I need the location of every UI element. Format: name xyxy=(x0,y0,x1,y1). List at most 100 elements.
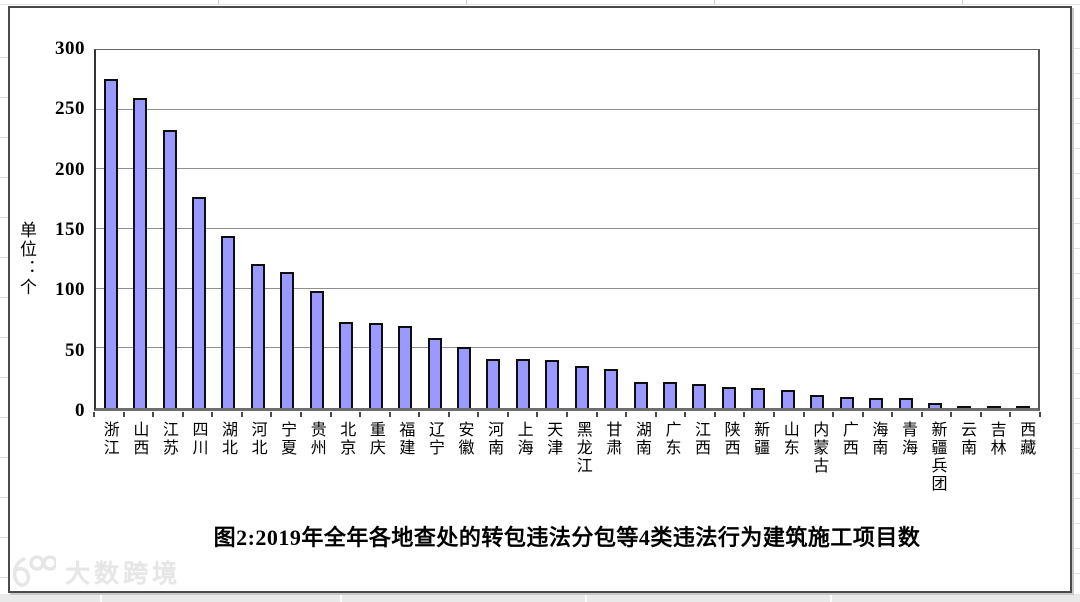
bar-cell-吉林 xyxy=(979,50,1008,408)
bar-甘肃 xyxy=(604,368,619,408)
x-category-label-湖南: 湖南 xyxy=(632,421,650,457)
bar-cell-上海 xyxy=(508,50,537,408)
x-axis-tick xyxy=(240,412,243,417)
y-tick-label-300: 300 xyxy=(55,38,85,59)
bar-cell-陕西 xyxy=(714,50,743,408)
bar-cell-四川 xyxy=(184,50,213,408)
x-category-label-山东: 山东 xyxy=(780,421,798,457)
bar-辽宁 xyxy=(427,337,442,408)
x-category-label-贵州: 贵州 xyxy=(307,421,325,457)
x-axis-tick xyxy=(506,412,509,417)
x-axis-ticks xyxy=(93,412,1041,417)
bar-cell-辽宁 xyxy=(420,50,449,408)
x-category-label-山西: 山西 xyxy=(130,421,148,457)
x-category-label-福建: 福建 xyxy=(396,421,414,457)
bar-浙江 xyxy=(103,78,118,408)
chart-title: 图2:2019年全年各地查处的转包违法分包等4类违法行为建筑施工项目数 xyxy=(213,525,921,550)
x-category-label-宁夏: 宁夏 xyxy=(278,421,296,457)
x-category-label-北京: 北京 xyxy=(337,421,355,457)
bar-江西 xyxy=(692,384,707,408)
bar-cell-湖南 xyxy=(626,50,655,408)
x-category-label-内蒙古: 内蒙古 xyxy=(810,421,828,475)
x-axis-tick xyxy=(595,412,598,417)
x-axis-tick xyxy=(743,412,746,417)
bar-宁夏 xyxy=(280,271,295,408)
bar-cell-新疆兵团 xyxy=(920,50,949,408)
spreadsheet-column-tick xyxy=(466,0,467,5)
x-category-label-海南: 海南 xyxy=(869,421,887,457)
x-axis-tick xyxy=(832,412,835,417)
spreadsheet-cell-divider xyxy=(585,594,587,602)
bar-cell-北京 xyxy=(332,50,361,408)
bar-山西 xyxy=(133,97,148,408)
x-category-label-吉林: 吉林 xyxy=(987,421,1005,457)
x-category-label-浙江: 浙江 xyxy=(100,421,118,457)
spreadsheet-rowlines-right xyxy=(1074,24,1080,592)
bar-湖北 xyxy=(221,236,236,408)
y-axis-title: 单位：个 xyxy=(17,221,36,297)
bar-西藏 xyxy=(1016,406,1031,408)
bar-北京 xyxy=(339,322,354,408)
x-category-label-甘肃: 甘肃 xyxy=(603,421,621,457)
bar-cell-贵州 xyxy=(302,50,331,408)
bar-吉林 xyxy=(986,406,1001,408)
x-category-label-河南: 河南 xyxy=(485,421,503,457)
x-axis-tick xyxy=(891,412,894,417)
bar-贵州 xyxy=(309,291,324,408)
bar-安徽 xyxy=(456,347,471,408)
x-axis-tick xyxy=(181,412,184,417)
x-category-label-广西: 广西 xyxy=(839,421,857,457)
bar-cell-安徽 xyxy=(449,50,478,408)
spreadsheet-bottom-row xyxy=(0,594,1080,602)
bar-cell-黑龙江 xyxy=(567,50,596,408)
spreadsheet-rowlines-left xyxy=(0,18,8,592)
bar-cell-山西 xyxy=(125,50,154,408)
x-axis-tick xyxy=(566,412,568,417)
bar-福建 xyxy=(398,325,413,408)
x-category-label-江苏: 江苏 xyxy=(159,421,177,457)
bar-cell-宁夏 xyxy=(273,50,302,408)
plot-area xyxy=(94,49,1040,411)
x-axis-tick xyxy=(950,412,953,417)
x-category-label-上海: 上海 xyxy=(514,421,532,457)
bar-cell-广西 xyxy=(832,50,861,408)
x-axis-tick xyxy=(270,412,273,417)
x-category-label-天津: 天津 xyxy=(544,421,562,457)
x-axis-tick xyxy=(979,412,982,417)
bar-cell-福建 xyxy=(390,50,419,408)
gridline-100 xyxy=(96,287,1038,289)
x-axis-tick xyxy=(299,412,302,417)
x-axis-tick xyxy=(211,412,214,417)
bar-内蒙古 xyxy=(810,394,825,408)
x-category-label-陕西: 陕西 xyxy=(721,421,739,457)
x-category-label-安徽: 安徽 xyxy=(455,421,473,457)
x-category-label-黑龙江: 黑龙江 xyxy=(573,421,591,475)
y-tick-label-50: 50 xyxy=(65,339,85,361)
bar-cell-甘肃 xyxy=(596,50,625,408)
bar-黑龙江 xyxy=(574,366,589,408)
bar-cell-浙江 xyxy=(96,50,125,408)
x-axis-tick xyxy=(477,412,480,417)
x-axis-tick xyxy=(418,412,421,417)
x-axis-tick xyxy=(920,412,923,417)
y-tick-label-150: 150 xyxy=(55,219,85,240)
bar-山东 xyxy=(780,390,795,408)
bar-天津 xyxy=(545,360,560,408)
bar-cell-山东 xyxy=(773,50,802,408)
x-axis-tick xyxy=(359,412,362,417)
bar-河南 xyxy=(486,359,501,408)
bar-新疆 xyxy=(751,387,766,408)
bar-cell-新疆 xyxy=(744,50,773,408)
bar-cell-江苏 xyxy=(155,50,184,408)
bars-row xyxy=(96,50,1038,408)
x-category-label-新疆兵团: 新疆兵团 xyxy=(928,421,946,493)
y-tick-label-250: 250 xyxy=(55,98,85,120)
bar-广西 xyxy=(839,397,854,408)
bar-青海 xyxy=(898,398,913,408)
bar-上海 xyxy=(515,359,530,408)
bar-cell-河南 xyxy=(479,50,508,408)
bar-重庆 xyxy=(368,323,383,408)
bar-cell-青海 xyxy=(891,50,920,408)
x-category-label-四川: 四川 xyxy=(189,421,207,457)
